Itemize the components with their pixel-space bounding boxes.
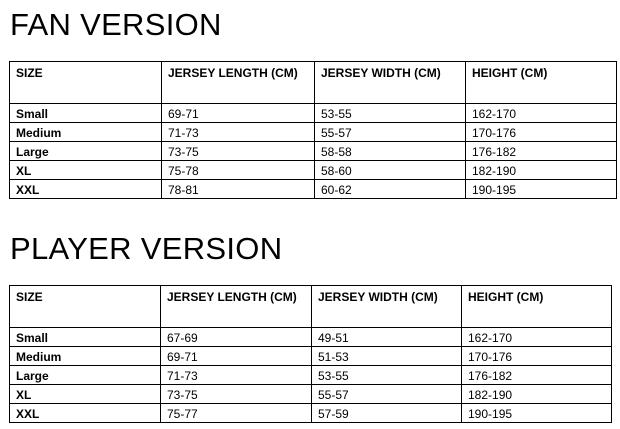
- table-row: Large 73-75 58-58 176-182: [9, 141, 617, 161]
- cell-jersey-length: 78-81: [161, 179, 315, 199]
- cell-height: 182-190: [465, 160, 617, 180]
- table-row: XXL 78-81 60-62 190-195: [9, 179, 617, 199]
- cell-height: 190-195: [465, 179, 617, 199]
- fan-version-title: FAN VERSION: [10, 7, 222, 42]
- cell-size: Medium: [9, 122, 162, 142]
- cell-jersey-width: 55-57: [311, 384, 462, 404]
- cell-jersey-length: 69-71: [160, 346, 312, 366]
- cell-height: 162-170: [465, 103, 617, 123]
- cell-jersey-width: 49-51: [311, 327, 462, 347]
- column-header-jersey-width: JERSEY WIDTH (CM): [314, 61, 466, 104]
- cell-jersey-length: 73-75: [160, 384, 312, 404]
- player-version-title: PLAYER VERSION: [10, 231, 283, 266]
- cell-jersey-width: 53-55: [314, 103, 466, 123]
- player-size-table: SIZE JERSEY LENGTH (CM) JERSEY WIDTH (CM) H…: [9, 285, 612, 423]
- cell-height: 176-182: [465, 141, 617, 161]
- column-header-height: HEIGHT (CM): [461, 285, 612, 328]
- column-header-jersey-length: JERSEY LENGTH (CM): [161, 61, 315, 104]
- cell-height: 170-176: [465, 122, 617, 142]
- column-header-jersey-length: JERSEY LENGTH (CM): [160, 285, 312, 328]
- cell-height: 190-195: [461, 403, 612, 423]
- cell-jersey-width: 58-58: [314, 141, 466, 161]
- cell-jersey-width: 60-62: [314, 179, 466, 199]
- column-header-height: HEIGHT (CM): [465, 61, 617, 104]
- cell-size: Small: [9, 103, 162, 123]
- cell-height: 162-170: [461, 327, 612, 347]
- table-row: XXL 75-77 57-59 190-195: [9, 403, 612, 423]
- cell-jersey-width: 57-59: [311, 403, 462, 423]
- cell-jersey-width: 51-53: [311, 346, 462, 366]
- cell-size: XL: [9, 384, 161, 404]
- column-header-size: SIZE: [9, 61, 162, 104]
- cell-jersey-length: 75-78: [161, 160, 315, 180]
- cell-height: 182-190: [461, 384, 612, 404]
- cell-size: XL: [9, 160, 162, 180]
- cell-size: Large: [9, 141, 162, 161]
- cell-jersey-length: 73-75: [161, 141, 315, 161]
- cell-jersey-width: 58-60: [314, 160, 466, 180]
- cell-jersey-length: 71-73: [160, 365, 312, 385]
- cell-size: XXL: [9, 179, 162, 199]
- cell-jersey-width: 53-55: [311, 365, 462, 385]
- cell-jersey-width: 55-57: [314, 122, 466, 142]
- table-row: XL 75-78 58-60 182-190: [9, 160, 617, 180]
- column-header-size: SIZE: [9, 285, 161, 328]
- fan-size-table: SIZE JERSEY LENGTH (CM) JERSEY WIDTH (CM) H…: [9, 61, 617, 199]
- table-row: Small 67-69 49-51 162-170: [9, 327, 612, 347]
- column-header-jersey-width: JERSEY WIDTH (CM): [311, 285, 462, 328]
- cell-size: XXL: [9, 403, 161, 423]
- cell-height: 170-176: [461, 346, 612, 366]
- cell-size: Large: [9, 365, 161, 385]
- table-row: XL 73-75 55-57 182-190: [9, 384, 612, 404]
- table-row: Small 69-71 53-55 162-170: [9, 103, 617, 123]
- table-header-row: SIZE JERSEY LENGTH (CM) JERSEY WIDTH (CM) H…: [9, 285, 612, 328]
- cell-jersey-length: 67-69: [160, 327, 312, 347]
- cell-size: Medium: [9, 346, 161, 366]
- table-row: Medium 69-71 51-53 170-176: [9, 346, 612, 366]
- table-header-row: SIZE JERSEY LENGTH (CM) JERSEY WIDTH (CM) H…: [9, 61, 617, 104]
- table-row: Medium 71-73 55-57 170-176: [9, 122, 617, 142]
- cell-height: 176-182: [461, 365, 612, 385]
- table-row: Large 71-73 53-55 176-182: [9, 365, 612, 385]
- cell-jersey-length: 71-73: [161, 122, 315, 142]
- cell-jersey-length: 69-71: [161, 103, 315, 123]
- cell-jersey-length: 75-77: [160, 403, 312, 423]
- cell-size: Small: [9, 327, 161, 347]
